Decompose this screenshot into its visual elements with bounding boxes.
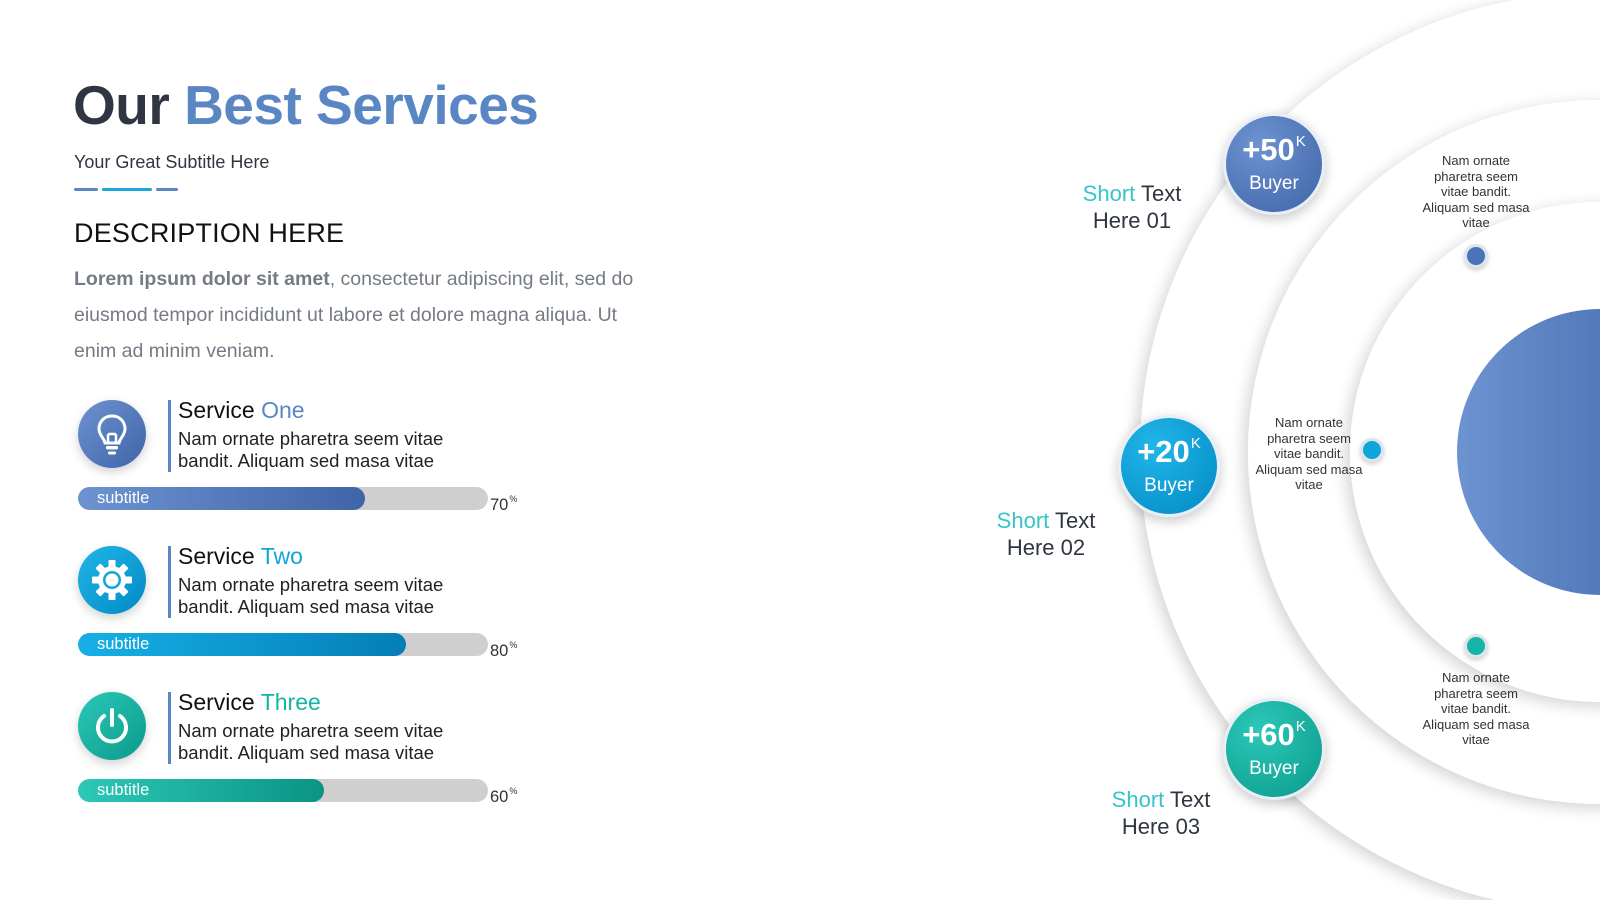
service-name: Service Three xyxy=(178,689,321,715)
short-text-02: Short Text Here 02 xyxy=(996,508,1096,560)
service-name: Service One xyxy=(178,397,305,423)
orbit-note-3: Nam ornate pharetra seem vitae bandit. A… xyxy=(1422,670,1530,747)
orbit-dot-sky xyxy=(1360,438,1384,462)
gear-icon xyxy=(78,546,146,614)
short-text-03: Short Text Here 03 xyxy=(1111,787,1211,839)
lightbulb-icon xyxy=(78,400,146,468)
short-text-01: Short Text Here 01 xyxy=(1082,181,1182,233)
orbit-note-2: Nam ornate pharetra seem vitae bandit. A… xyxy=(1255,415,1363,492)
progress-fill xyxy=(78,487,365,510)
description-heading: DESCRIPTION HERE xyxy=(74,218,345,248)
page-subtitle: Your Great Subtitle Here xyxy=(74,152,270,172)
orbit-core xyxy=(1457,309,1600,595)
page-title: Our Best Services xyxy=(73,78,539,133)
service-item-three: Service Three Nam ornate pharetra seem v… xyxy=(74,689,554,812)
progress-percent: 70% xyxy=(490,494,518,514)
stat-bubble-60k: +60K Buyer xyxy=(1223,698,1325,800)
service-item-one: Service One Nam ornate pharetra seem vit… xyxy=(74,397,554,520)
service-name: Service Two xyxy=(178,543,303,569)
title-underline-dashes xyxy=(74,188,178,191)
description-body: , consectetur adipiscing elit, sed do ei… xyxy=(74,268,634,362)
progress-label: subtitle xyxy=(97,635,150,653)
progress-label: subtitle xyxy=(97,489,150,507)
power-icon xyxy=(78,692,146,760)
service-description: Nam ornate pharetra seem vitae bandit. Al… xyxy=(178,720,444,763)
progress-bar: subtitle xyxy=(78,779,488,802)
service-item-two: Service Two Nam ornate pharetra seem vit… xyxy=(74,543,554,666)
service-text-block: Service One Nam ornate pharetra seem vit… xyxy=(168,397,444,472)
progress-label: subtitle xyxy=(97,781,150,799)
title-accent: Best Services xyxy=(184,74,539,136)
service-description: Nam ornate pharetra seem vitae bandit. Al… xyxy=(178,428,444,471)
progress-fill xyxy=(78,633,406,656)
orbit-dot-blue xyxy=(1464,244,1488,268)
service-text-block: Service Three Nam ornate pharetra seem v… xyxy=(168,689,444,764)
progress-fill xyxy=(78,779,324,802)
orbit-dot-teal xyxy=(1464,634,1488,658)
title-part1: Our xyxy=(73,74,170,136)
service-description: Nam ornate pharetra seem vitae bandit. Al… xyxy=(178,574,444,617)
stat-bubble-50k: +50K Buyer xyxy=(1223,113,1325,215)
description-bold-lead: Lorem ipsum dolor sit amet xyxy=(74,268,330,290)
progress-bar: subtitle xyxy=(78,487,488,510)
progress-percent: 60% xyxy=(490,786,518,806)
service-text-block: Service Two Nam ornate pharetra seem vit… xyxy=(168,543,444,618)
progress-bar: subtitle xyxy=(78,633,488,656)
progress-percent: 80% xyxy=(490,640,518,660)
description-text: Lorem ipsum dolor sit amet, consectetur … xyxy=(74,261,634,369)
stat-bubble-20k: +20K Buyer xyxy=(1118,415,1220,517)
orbit-note-1: Nam ornate pharetra seem vitae bandit. A… xyxy=(1422,153,1530,230)
